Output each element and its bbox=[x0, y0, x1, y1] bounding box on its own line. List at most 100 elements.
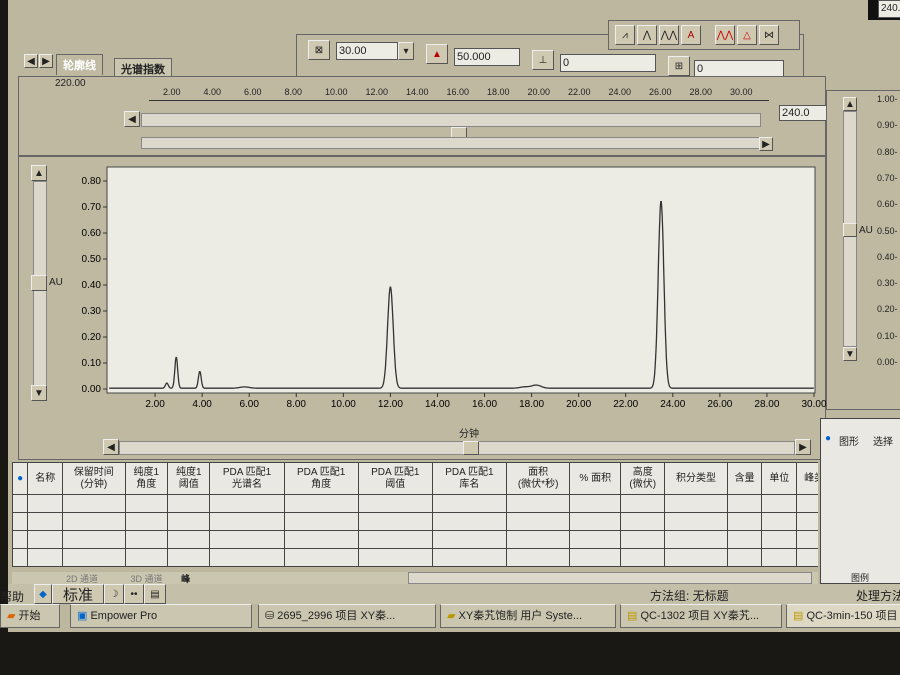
x-scrollbar[interactable] bbox=[119, 441, 795, 455]
wavelength-end-input[interactable]: 240.0 bbox=[779, 105, 831, 121]
column-header[interactable]: 单位 bbox=[761, 462, 798, 495]
table-cell[interactable] bbox=[761, 512, 798, 531]
time-icon[interactable]: ⊠ bbox=[308, 40, 330, 60]
x-slider-thumb[interactable] bbox=[463, 441, 479, 455]
table-cell[interactable] bbox=[761, 530, 798, 549]
tab-contour[interactable]: 轮廓线 bbox=[56, 54, 103, 75]
column-header[interactable]: 面积 (微伏*秒) bbox=[505, 462, 571, 495]
overlay-icon[interactable]: ⩘ bbox=[615, 25, 635, 45]
contour-scroll-right[interactable]: ▶ bbox=[759, 137, 773, 151]
table-cell[interactable] bbox=[357, 494, 433, 513]
table-cell[interactable] bbox=[27, 512, 64, 531]
y-scroll-up[interactable]: ▲ bbox=[31, 165, 47, 181]
column-header[interactable]: 名称 bbox=[27, 462, 64, 495]
people-icon[interactable]: ⋈ bbox=[759, 25, 779, 45]
table-cell[interactable] bbox=[431, 494, 507, 513]
table-cell[interactable] bbox=[209, 548, 285, 567]
tab-2d[interactable]: 2D 通道 bbox=[66, 574, 99, 584]
table-cell[interactable] bbox=[431, 548, 507, 567]
time-select[interactable]: 30.00 bbox=[336, 42, 398, 60]
x-scroll-left[interactable]: ◀ bbox=[103, 439, 119, 455]
start-button[interactable]: ▰ 开始 bbox=[0, 604, 60, 628]
table-cell[interactable] bbox=[431, 512, 507, 531]
annotate-icon[interactable]: A bbox=[681, 25, 701, 45]
column-header[interactable]: PDA 匹配1 阈值 bbox=[357, 462, 433, 495]
table-cell[interactable] bbox=[209, 512, 285, 531]
moon-icon[interactable]: ☽ bbox=[104, 584, 124, 604]
column-header[interactable]: 纯度1 角度 bbox=[124, 462, 169, 495]
table-cell[interactable] bbox=[569, 494, 622, 513]
table-cell[interactable] bbox=[796, 494, 818, 513]
table-cell[interactable] bbox=[357, 548, 433, 567]
table-cell[interactable] bbox=[167, 494, 211, 513]
column-header[interactable]: 含量 bbox=[726, 462, 763, 495]
top-right-field[interactable]: 240. bbox=[878, 0, 900, 18]
table-cell[interactable] bbox=[726, 548, 763, 567]
field3-input[interactable]: 0 bbox=[560, 54, 656, 72]
integrate-icon[interactable]: ⊞ bbox=[668, 56, 690, 76]
table-cell[interactable] bbox=[796, 548, 818, 567]
table-cell[interactable] bbox=[431, 530, 507, 549]
legend-tab[interactable]: 图例 bbox=[851, 573, 870, 583]
table-cell[interactable] bbox=[505, 548, 571, 567]
table-cell[interactable] bbox=[664, 548, 728, 567]
dots-icon[interactable]: •• bbox=[124, 584, 144, 604]
table-cell[interactable] bbox=[283, 548, 359, 567]
table-cell[interactable] bbox=[167, 548, 211, 567]
table-cell[interactable] bbox=[726, 494, 763, 513]
table-cell[interactable] bbox=[620, 548, 666, 567]
column-header[interactable]: PDA 匹配1 光谱名 bbox=[209, 462, 285, 495]
column-header[interactable]: PDA 匹配1 角度 bbox=[283, 462, 359, 495]
table-cell[interactable] bbox=[27, 530, 64, 549]
table-cell[interactable] bbox=[620, 512, 666, 531]
table-cell[interactable] bbox=[209, 494, 285, 513]
table-cell[interactable] bbox=[62, 530, 126, 549]
mode-standard[interactable]: 标准 bbox=[52, 584, 104, 604]
contour-scrollbar[interactable] bbox=[141, 113, 761, 127]
taskbar-item-user[interactable]: ▰ XY秦艽饱制 用户 Syste... bbox=[440, 604, 616, 628]
column-header[interactable]: 保留时间 (分钟) bbox=[62, 462, 126, 495]
table-cell[interactable] bbox=[124, 512, 169, 531]
column-header[interactable]: % 面积 bbox=[569, 462, 622, 495]
table-cell[interactable] bbox=[124, 548, 169, 567]
table-cell[interactable] bbox=[357, 512, 433, 531]
contour-scrollbar-2[interactable] bbox=[141, 137, 761, 149]
taskbar-item-empower[interactable]: ▣ Empower Pro bbox=[70, 604, 252, 628]
table-cell[interactable] bbox=[12, 548, 29, 567]
tab-3d[interactable]: 3D 通道 bbox=[130, 574, 163, 584]
width-icon[interactable]: ⊥ bbox=[532, 50, 554, 70]
zoom-peak-icon[interactable]: ⋀⋀ bbox=[659, 25, 679, 45]
taskbar-item-qc1302[interactable]: ▤ QC-1302 项目 XY秦艽... bbox=[620, 604, 782, 628]
table-cell[interactable] bbox=[62, 548, 126, 567]
column-header[interactable]: 纯度1 阈值 bbox=[167, 462, 211, 495]
spectrum-slider-thumb[interactable] bbox=[843, 223, 857, 237]
table-cell[interactable] bbox=[124, 494, 169, 513]
table-cell[interactable] bbox=[357, 530, 433, 549]
table-cell[interactable] bbox=[620, 494, 666, 513]
spectrum-scroll-up[interactable]: ▲ bbox=[843, 97, 857, 111]
table-cell[interactable] bbox=[283, 494, 359, 513]
table-cell[interactable] bbox=[726, 530, 763, 549]
contour-scroll-left[interactable]: ◀ bbox=[124, 111, 140, 127]
table-cell[interactable] bbox=[505, 512, 571, 531]
table-cell[interactable] bbox=[569, 512, 622, 531]
grid-icon[interactable]: ▤ bbox=[144, 584, 166, 604]
threshold-input[interactable]: 50.000 bbox=[454, 48, 520, 66]
table-cell[interactable] bbox=[664, 530, 728, 549]
triangle-icon[interactable]: △ bbox=[737, 25, 757, 45]
table-cell[interactable] bbox=[796, 530, 818, 549]
table-cell[interactable] bbox=[27, 494, 64, 513]
table-cell[interactable] bbox=[62, 494, 126, 513]
x-scroll-right[interactable]: ▶ bbox=[795, 439, 811, 455]
table-cell[interactable] bbox=[569, 530, 622, 549]
table-cell[interactable] bbox=[27, 548, 64, 567]
table-cell[interactable] bbox=[505, 494, 571, 513]
threshold-icon[interactable]: ▲ bbox=[426, 44, 448, 64]
table-cell[interactable] bbox=[12, 530, 29, 549]
table-row[interactable] bbox=[12, 548, 818, 567]
y-scroll-down[interactable]: ▼ bbox=[31, 385, 47, 401]
peak-icon[interactable]: ⋀ bbox=[637, 25, 657, 45]
help-menu[interactable]: 帮助 bbox=[0, 590, 25, 604]
column-header[interactable]: PDA 匹配1 库名 bbox=[431, 462, 507, 495]
table-cell[interactable] bbox=[796, 512, 818, 531]
